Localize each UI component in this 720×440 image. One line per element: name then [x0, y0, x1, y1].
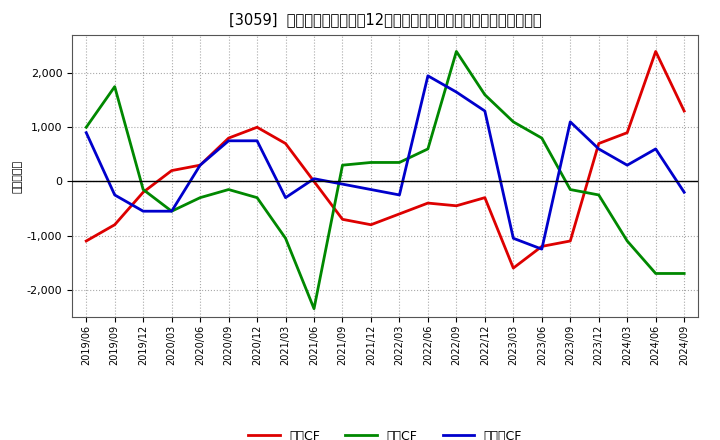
営業CF	[366, 222, 375, 227]
フリーCF	[110, 192, 119, 198]
投賄CF	[282, 236, 290, 241]
フリーCF	[225, 138, 233, 143]
投賄CF	[167, 209, 176, 214]
フリーCF	[566, 119, 575, 125]
投賄CF	[595, 192, 603, 198]
投賄CF	[110, 84, 119, 89]
Line: 投賄CF: 投賄CF	[86, 51, 684, 309]
投賄CF	[395, 160, 404, 165]
営業CF	[623, 130, 631, 136]
フリーCF	[338, 181, 347, 187]
営業CF	[167, 168, 176, 173]
営業CF	[282, 141, 290, 146]
フリーCF	[366, 187, 375, 192]
営業CF	[509, 265, 518, 271]
投賄CF	[566, 187, 575, 192]
営業CF	[680, 108, 688, 114]
フリーCF	[196, 162, 204, 168]
投賄CF	[196, 195, 204, 200]
Legend: 営業CF, 投賄CF, フリーCF: 営業CF, 投賄CF, フリーCF	[248, 430, 522, 440]
投賄CF	[338, 162, 347, 168]
営業CF	[595, 141, 603, 146]
営業CF	[253, 125, 261, 130]
営業CF	[139, 190, 148, 195]
投賄CF	[139, 187, 148, 192]
フリーCF	[167, 209, 176, 214]
投賄CF	[423, 146, 432, 151]
Line: 営業CF: 営業CF	[86, 51, 684, 268]
フリーCF	[537, 246, 546, 252]
フリーCF	[395, 192, 404, 198]
投賄CF	[253, 195, 261, 200]
営業CF	[395, 211, 404, 216]
Title: [3059]  キャッシュフローの12か月移動合計の対前年同期増減額の推移: [3059] キャッシュフローの12か月移動合計の対前年同期増減額の推移	[229, 12, 541, 27]
投賄CF	[82, 125, 91, 130]
投賄CF	[680, 271, 688, 276]
営業CF	[225, 136, 233, 141]
フリーCF	[652, 146, 660, 151]
フリーCF	[623, 162, 631, 168]
フリーCF	[253, 138, 261, 143]
営業CF	[480, 195, 489, 200]
フリーCF	[509, 236, 518, 241]
営業CF	[310, 179, 318, 184]
フリーCF	[480, 108, 489, 114]
投賄CF	[652, 271, 660, 276]
フリーCF	[595, 146, 603, 151]
Y-axis label: （百万円）: （百万円）	[12, 159, 22, 193]
投賄CF	[225, 187, 233, 192]
投賄CF	[452, 49, 461, 54]
営業CF	[338, 216, 347, 222]
営業CF	[82, 238, 91, 244]
営業CF	[423, 201, 432, 206]
フリーCF	[423, 73, 432, 78]
投賄CF	[310, 306, 318, 312]
営業CF	[196, 162, 204, 168]
投賄CF	[537, 136, 546, 141]
フリーCF	[310, 176, 318, 181]
営業CF	[110, 222, 119, 227]
営業CF	[652, 49, 660, 54]
フリーCF	[680, 190, 688, 195]
投賄CF	[623, 238, 631, 244]
フリーCF	[139, 209, 148, 214]
Line: フリーCF: フリーCF	[86, 76, 684, 249]
投賄CF	[480, 92, 489, 97]
営業CF	[537, 244, 546, 249]
投賄CF	[366, 160, 375, 165]
フリーCF	[82, 130, 91, 136]
投賄CF	[509, 119, 518, 125]
フリーCF	[282, 195, 290, 200]
営業CF	[452, 203, 461, 209]
営業CF	[566, 238, 575, 244]
フリーCF	[452, 89, 461, 95]
